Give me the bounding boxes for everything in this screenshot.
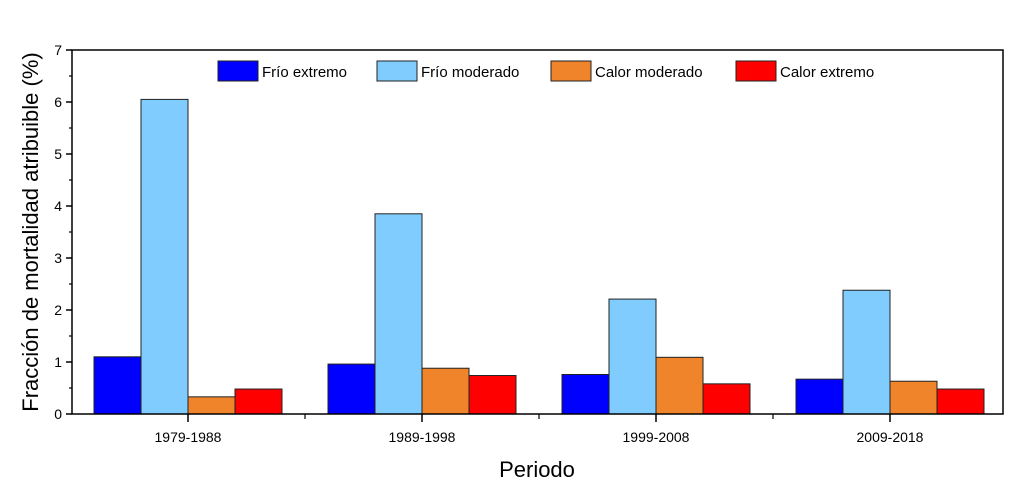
y-tick-label: 1 bbox=[54, 354, 62, 370]
y-axis: 0 1 2 3 4 5 6 7 bbox=[54, 42, 72, 422]
legend-item: Frío extremo bbox=[217, 60, 347, 82]
bar-frío-extremo-1999-2008 bbox=[561, 373, 610, 415]
legend-label: Calor extremo bbox=[780, 64, 874, 81]
bar-calor-moderado-1989-1998 bbox=[421, 367, 470, 415]
bar-frío-moderado-1999-2008 bbox=[608, 298, 657, 415]
legend-label: Frío moderado bbox=[421, 64, 519, 81]
legend-swatch bbox=[735, 60, 777, 82]
x-axis: 1979-1988 1989-1998 1999-2008 2009-2018 bbox=[155, 414, 924, 445]
y-tick-label: 5 bbox=[54, 146, 62, 162]
y-tick-label: 6 bbox=[54, 94, 62, 110]
y-tick-label: 4 bbox=[54, 198, 62, 214]
y-axis-label: Fracción de mortalidad atribuible (%) bbox=[18, 52, 43, 412]
legend-swatch bbox=[376, 60, 418, 82]
bar-frío-moderado-2009-2018 bbox=[842, 289, 891, 415]
x-tick-label: 1989-1998 bbox=[389, 429, 456, 445]
bar-frío-moderado-1989-1998 bbox=[374, 213, 423, 415]
x-axis-label: Periodo bbox=[499, 457, 575, 482]
bar-calor-moderado-1999-2008 bbox=[655, 356, 704, 415]
bar-calor-extremo-1979-1988 bbox=[234, 388, 283, 415]
bar-calor-moderado-2009-2018 bbox=[889, 380, 938, 415]
legend-label: Calor moderado bbox=[595, 64, 703, 81]
bar-frío-extremo-2009-2018 bbox=[795, 378, 844, 415]
legend-label: Frío extremo bbox=[262, 64, 347, 81]
x-tick-label: 1999-2008 bbox=[623, 429, 690, 445]
bar-calor-extremo-1999-2008 bbox=[702, 383, 751, 415]
bars-layer bbox=[93, 98, 985, 415]
x-tick-label: 2009-2018 bbox=[857, 429, 924, 445]
bar-frío-extremo-1979-1988 bbox=[93, 356, 142, 415]
bar-calor-extremo-1989-1998 bbox=[468, 375, 517, 415]
y-tick-label: 7 bbox=[54, 42, 62, 58]
legend: Frío extremo Frío moderado Calor moderado C… bbox=[217, 60, 874, 82]
x-tick-label: 1979-1988 bbox=[155, 429, 222, 445]
legend-swatch bbox=[217, 60, 259, 82]
y-tick-label: 3 bbox=[54, 250, 62, 266]
bar-frío-moderado-1979-1988 bbox=[140, 98, 189, 415]
legend-swatch bbox=[550, 60, 592, 82]
legend-item: Calor moderado bbox=[550, 60, 703, 82]
bar-calor-moderado-1979-1988 bbox=[187, 396, 236, 415]
legend-item: Frío moderado bbox=[376, 60, 519, 82]
legend-item: Calor extremo bbox=[735, 60, 874, 82]
y-tick-label: 0 bbox=[54, 406, 62, 422]
bar-frío-extremo-1989-1998 bbox=[327, 363, 376, 415]
bar-calor-extremo-2009-2018 bbox=[936, 388, 985, 415]
y-tick-label: 2 bbox=[54, 302, 62, 318]
